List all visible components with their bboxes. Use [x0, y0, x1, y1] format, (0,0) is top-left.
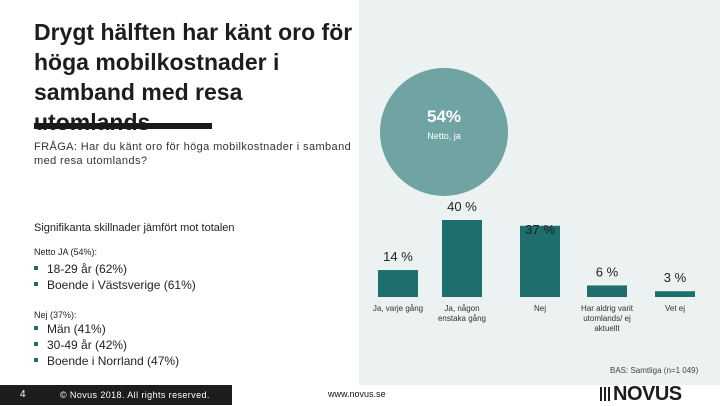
category-label: Nej	[534, 304, 546, 313]
bullet-marker	[34, 357, 38, 362]
bullet-marker	[34, 281, 38, 286]
bullet-item: Boende i Västsverige (61%)	[34, 278, 196, 292]
highlight-label: Netto, ja	[427, 131, 461, 141]
novus-logo: NOVUS	[613, 383, 682, 405]
bullet-text: Män (41%)	[47, 322, 106, 336]
base-note: BAS: Samtliga (n=1 049)	[610, 366, 699, 375]
category-label: enstaka gång	[438, 314, 486, 323]
website-link[interactable]: www.novus.se	[328, 389, 386, 399]
right-panel	[359, 0, 720, 385]
category-label: Har aldrig varit	[581, 304, 634, 313]
data-label: 3 %	[664, 270, 687, 285]
bar-2	[442, 220, 482, 297]
data-label: 40 %	[447, 200, 477, 214]
group-label-nej: Nej (37%):	[34, 310, 77, 320]
page-number: 4	[20, 389, 26, 400]
bullet-item: 30-49 år (42%)	[34, 338, 127, 352]
data-label: 6 %	[596, 264, 619, 279]
bar-5	[655, 291, 695, 297]
bar-4	[587, 285, 627, 297]
bullet-item: Män (41%)	[34, 322, 106, 336]
copyright-text: © Novus 2018. All rights reserved.	[60, 390, 210, 400]
bar-3	[520, 225, 560, 297]
bar-1	[378, 270, 418, 297]
category-label: Vet ej	[665, 304, 685, 313]
bullet-text: Boende i Västsverige (61%)	[47, 278, 196, 292]
novus-logo-icon	[600, 387, 610, 401]
bullet-marker	[34, 265, 38, 270]
category-label: utomlands/ ej	[583, 314, 631, 323]
significance-heading: Signifikanta skillnader jämfört mot tota…	[34, 222, 235, 234]
highlight-value: 54%	[426, 107, 462, 126]
question-text: FRÅGA: Har du känt oro för höga mobilkos…	[34, 141, 352, 167]
group-label-netto-ja: Netto JA (54%):	[34, 247, 98, 257]
bullet-text: 18-29 år (62%)	[47, 262, 128, 276]
bullet-marker	[34, 325, 38, 330]
data-label: 14 %	[383, 249, 413, 264]
category-label: aktuellt	[594, 324, 620, 333]
bullet-text: Boende i Norrland (47%)	[47, 354, 180, 368]
bullet-item: Boende i Norrland (47%)	[34, 354, 179, 368]
bullet-item: 18-29 år (62%)	[34, 262, 127, 276]
data-label: 37 %	[525, 222, 555, 237]
category-label: Ja, någon	[444, 304, 479, 313]
title-underline	[34, 123, 212, 129]
footer-dark-band	[0, 385, 232, 405]
category-label: Ja, varje gång	[373, 304, 423, 313]
bullet-marker	[34, 341, 38, 346]
page-title: Drygt hälften har känt oro för höga mobi…	[34, 19, 353, 135]
bullet-text: 30-49 år (42%)	[47, 338, 128, 352]
highlight-circle	[380, 68, 508, 196]
